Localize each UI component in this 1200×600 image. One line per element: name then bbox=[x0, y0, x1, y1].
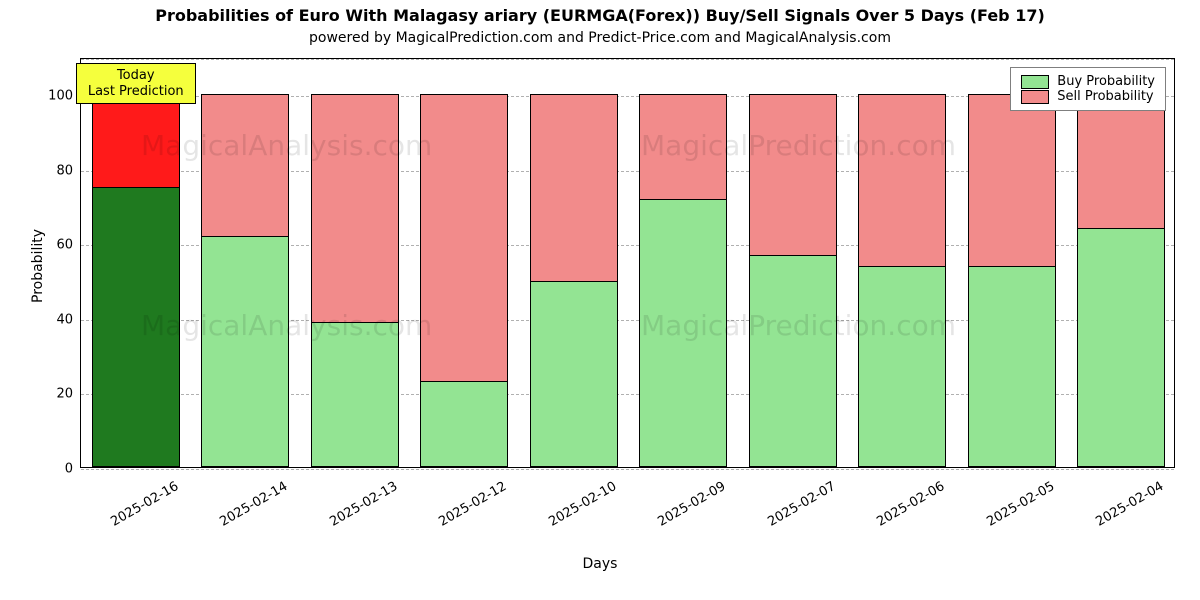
y-tick-label: 60 bbox=[56, 238, 73, 253]
bar-sell bbox=[858, 94, 946, 265]
y-tick-label: 40 bbox=[56, 312, 73, 327]
chart-container: Probabilities of Euro With Malagasy aria… bbox=[0, 0, 1200, 600]
today-line1: Today bbox=[87, 68, 185, 84]
bar-buy bbox=[201, 236, 289, 467]
x-tick-label: 2025-02-13 bbox=[327, 479, 400, 530]
bar-group bbox=[530, 94, 618, 467]
bar-group bbox=[420, 94, 508, 467]
y-tick-label: 100 bbox=[48, 89, 73, 104]
bar-group bbox=[92, 94, 180, 467]
legend-swatch-sell bbox=[1021, 90, 1049, 104]
bar-group bbox=[858, 94, 946, 467]
y-tick-label: 80 bbox=[56, 163, 73, 178]
bar-group bbox=[201, 94, 289, 467]
bar-buy bbox=[968, 266, 1056, 467]
plot-area: MagicalAnalysis.com MagicalPrediction.co… bbox=[80, 58, 1175, 468]
bar-sell bbox=[968, 94, 1056, 265]
bar-buy bbox=[749, 255, 837, 467]
bar-sell bbox=[530, 94, 618, 280]
bar-buy bbox=[311, 322, 399, 467]
x-tick-label: 2025-02-10 bbox=[546, 479, 619, 530]
today-line2: Last Prediction bbox=[87, 84, 185, 100]
bar-group bbox=[311, 94, 399, 467]
chart-subtitle: powered by MagicalPrediction.com and Pre… bbox=[0, 30, 1200, 46]
x-tick-label: 2025-02-06 bbox=[875, 479, 948, 530]
chart-title: Probabilities of Euro With Malagasy aria… bbox=[0, 6, 1200, 25]
x-tick-label: 2025-02-14 bbox=[218, 479, 291, 530]
bar-sell bbox=[311, 94, 399, 321]
bar-buy bbox=[1077, 228, 1165, 467]
x-axis-label: Days bbox=[0, 556, 1200, 572]
bar-sell bbox=[1077, 94, 1165, 228]
bar-buy bbox=[639, 199, 727, 467]
y-tick-label: 20 bbox=[56, 387, 73, 402]
x-tick-label: 2025-02-05 bbox=[984, 479, 1057, 530]
bar-buy bbox=[92, 187, 180, 467]
gridline bbox=[81, 59, 1174, 60]
bar-sell bbox=[92, 94, 180, 187]
bar-buy bbox=[858, 266, 946, 467]
x-tick-label: 2025-02-09 bbox=[656, 479, 729, 530]
legend-label-sell: Sell Probability bbox=[1057, 89, 1153, 104]
bar-group bbox=[749, 94, 837, 467]
bar-buy bbox=[420, 381, 508, 467]
bar-group bbox=[639, 94, 727, 467]
x-tick-label: 2025-02-04 bbox=[1094, 479, 1167, 530]
gridline bbox=[81, 469, 1174, 470]
y-axis-label: Probability bbox=[30, 229, 46, 303]
legend-row-sell: Sell Probability bbox=[1021, 89, 1155, 104]
y-tick-label: 0 bbox=[65, 462, 73, 477]
legend-swatch-buy bbox=[1021, 75, 1049, 89]
bar-sell bbox=[420, 94, 508, 381]
bar-buy bbox=[530, 281, 618, 467]
x-tick-label: 2025-02-12 bbox=[437, 479, 510, 530]
bar-group bbox=[968, 94, 1056, 467]
bar-sell bbox=[639, 94, 727, 198]
legend-row-buy: Buy Probability bbox=[1021, 74, 1155, 89]
bar-sell bbox=[201, 94, 289, 236]
x-tick-label: 2025-02-16 bbox=[108, 479, 181, 530]
bar-sell bbox=[749, 94, 837, 254]
bar-group bbox=[1077, 94, 1165, 467]
today-annotation: Today Last Prediction bbox=[76, 63, 196, 104]
legend: Buy Probability Sell Probability bbox=[1010, 67, 1166, 111]
legend-label-buy: Buy Probability bbox=[1057, 74, 1155, 89]
x-tick-label: 2025-02-07 bbox=[765, 479, 838, 530]
